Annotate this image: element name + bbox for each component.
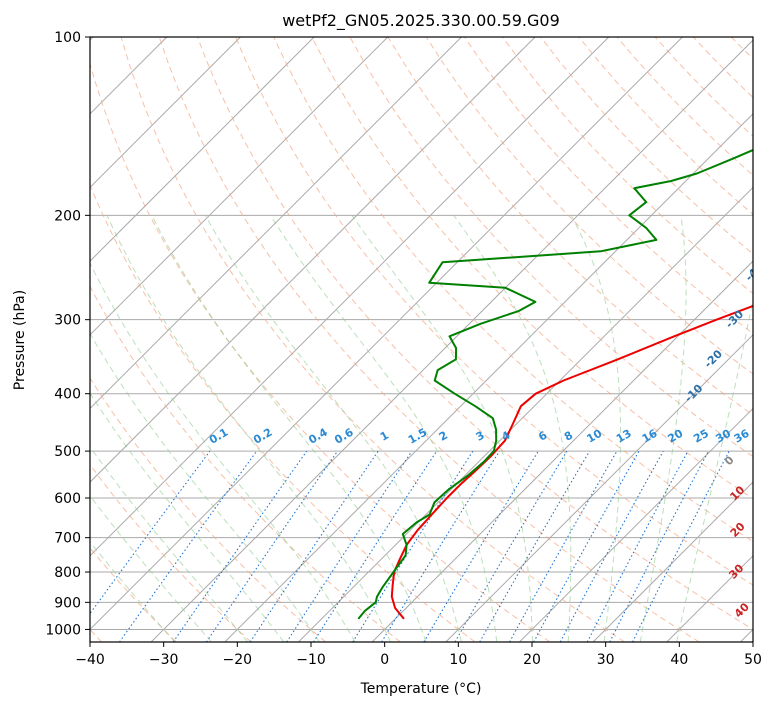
dry-adiabat-label: -40 [743, 261, 766, 284]
y-tick-label: 800 [54, 565, 81, 581]
x-tick-label: −30 [149, 652, 179, 668]
y-tick-label: 1000 [45, 622, 81, 638]
mixing-ratio-line [205, 450, 338, 642]
y-tick-label: 100 [54, 30, 81, 46]
moist-adiabat [453, 215, 572, 642]
mixing-ratio-line [632, 450, 730, 642]
y-tick-label: 500 [54, 444, 81, 460]
moist-adiabat [90, 261, 356, 642]
dry-adiabat [273, 37, 753, 543]
mixing-ratio-line [90, 450, 211, 615]
x-tick-label: 10 [449, 652, 467, 668]
moist-adiabat [90, 445, 249, 642]
moist-adiabat [270, 215, 498, 642]
moist-adiabat [204, 215, 462, 642]
y-tick-label: 700 [54, 531, 81, 547]
y-axis-title: Pressure (hPa) [12, 290, 28, 390]
chart-title: wetPf2_GN05.2025.330.00.59.G09 [282, 11, 560, 31]
dry-adiabat [502, 37, 753, 295]
y-tick-label: 600 [54, 491, 81, 507]
dry-adiabat [311, 37, 753, 500]
dry-adiabat [90, 62, 551, 642]
moist-adiabat [570, 215, 622, 642]
mixing-ratio-line [559, 450, 664, 642]
dry-adiabat [158, 37, 700, 642]
isotherm-line [90, 37, 536, 483]
plot-frame [89, 36, 754, 643]
mixing-ratio-line [509, 450, 618, 642]
x-tick-label: −20 [223, 652, 253, 668]
isotherm-line [592, 481, 753, 642]
mixing-ratio-line [352, 450, 474, 642]
y-tick-label: 900 [54, 595, 81, 611]
x-tick-label: 30 [597, 652, 615, 668]
isotherm-line [519, 407, 753, 642]
x-tick-label: 40 [670, 652, 688, 668]
mixing-ratio-line [533, 450, 640, 642]
dry-adiabat [196, 37, 753, 630]
dry-adiabat [463, 37, 753, 335]
mixing-ratio-line [313, 450, 438, 642]
x-tick-label: 20 [523, 652, 541, 668]
mixing-ratio-line [172, 450, 308, 642]
moist-adiabat [151, 215, 427, 642]
moist-adiabat [351, 215, 533, 642]
isotherm-line [90, 37, 241, 189]
isotherm-line [224, 113, 753, 642]
mixing-ratio-line [119, 450, 258, 642]
x-tick-label: −10 [296, 652, 326, 668]
moist-adiabat [639, 215, 687, 642]
dry-adiabat [90, 463, 252, 642]
mixing-ratio-line [286, 450, 413, 642]
x-axis-title: Temperature (°C) [360, 681, 482, 697]
isotherm-line [90, 37, 610, 557]
isotherm-line [371, 260, 753, 642]
x-tick-label: −40 [75, 652, 105, 668]
x-tick-label: 0 [380, 652, 389, 668]
isotherm-line [90, 37, 389, 336]
mixing-ratio-line [249, 450, 379, 642]
y-tick-label: 200 [54, 208, 81, 224]
y-tick-label: 400 [54, 387, 81, 403]
moist-adiabat [90, 392, 285, 642]
isotherm-line [90, 37, 315, 262]
isotherm-line [150, 39, 753, 642]
y-tick-label: 300 [54, 313, 81, 329]
isotherm-line [90, 37, 683, 631]
isotherm-line [90, 37, 462, 410]
mixing-ratio-line [381, 450, 500, 642]
moist-adiabat [90, 494, 212, 642]
dewpoint-profile-line [357, 148, 753, 620]
moist-adiabat [90, 332, 320, 642]
x-tick-label: 50 [744, 652, 762, 668]
dry-adiabat [235, 37, 753, 586]
dry-adiabat [120, 37, 625, 642]
dry-adiabat [90, 377, 327, 642]
isotherm-line [445, 334, 753, 642]
